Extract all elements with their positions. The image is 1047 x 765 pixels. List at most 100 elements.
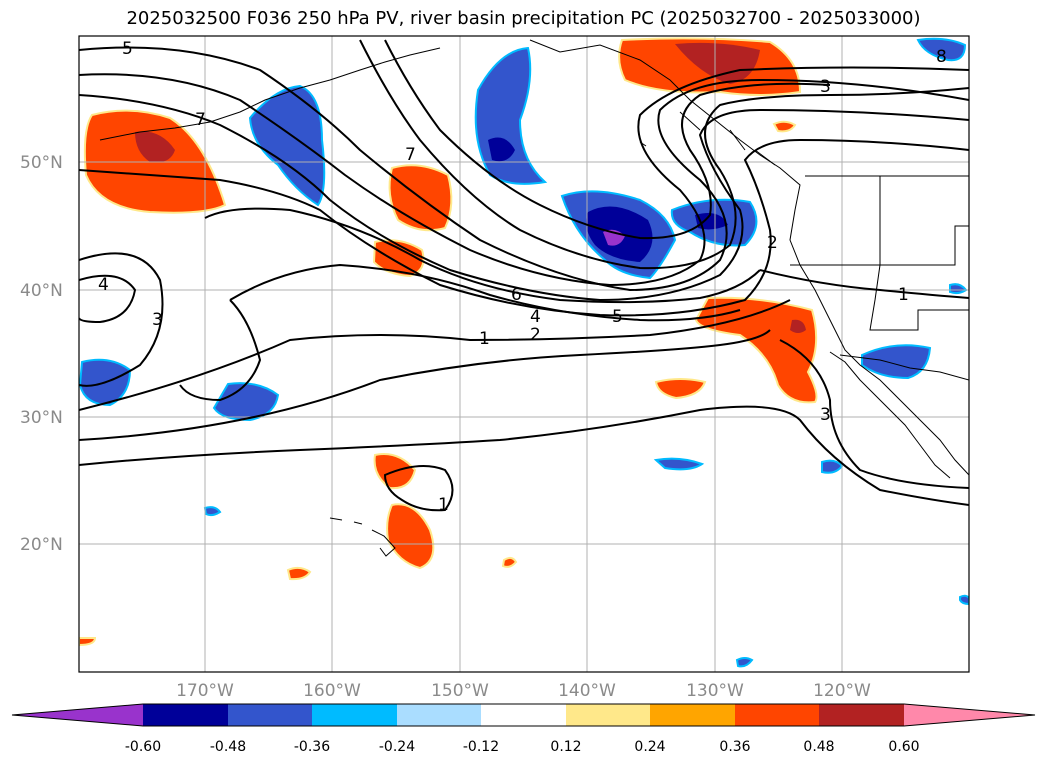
contour-label: 3 (152, 310, 163, 330)
map-background (79, 36, 969, 672)
coast-misc-islands (639, 111, 776, 166)
coast-alaska-south (529, 39, 969, 476)
border-us-mexico (839, 354, 969, 381)
precip-blob-small-127w-52n (772, 120, 797, 133)
contour-label: 7 (195, 110, 206, 130)
pv-contour-mid-loop-2 (229, 263, 741, 322)
precip-blob-hawaii (386, 503, 435, 570)
precip-neg-small-6 (959, 594, 969, 606)
precip-blob-138w-33n (654, 378, 707, 400)
precip-neg-130w-47n-core (695, 212, 728, 230)
colorbar-segment (143, 704, 228, 726)
contour-label: 1 (898, 285, 909, 305)
graticule (79, 36, 969, 672)
contour-label: 3 (820, 77, 831, 97)
lat-label-50n: 50°N (20, 153, 63, 173)
colorbar-extend-min (12, 704, 143, 726)
border-states-3 (869, 264, 969, 331)
pv-contours (79, 39, 969, 512)
precip-neg-baja (861, 344, 932, 380)
contour-label: 4 (98, 275, 109, 295)
precip-neg-bering (248, 84, 326, 207)
precip-neg-165w-31n (212, 382, 280, 422)
colorbar-label: -0.12 (463, 739, 499, 755)
contour-label: 3 (820, 405, 831, 425)
colorbar-label: 0.60 (888, 739, 919, 755)
precip-blob-california (694, 296, 818, 404)
colorbar-extend-max (904, 704, 1035, 726)
contour-label: 2 (767, 233, 778, 253)
colorbar-outline (11, 703, 1036, 727)
coast-baja (829, 351, 951, 479)
pv-contour-ridge-1 (79, 46, 969, 292)
pv-contour-3-west (79, 252, 164, 387)
lon-label-130w: 130°W (686, 681, 744, 701)
colorbar-label: -0.24 (379, 739, 415, 755)
lon-label-140w: 140°W (558, 681, 616, 701)
lon-label-150w: 150°W (431, 681, 489, 701)
lat-label-20n: 20°N (20, 535, 63, 555)
map-content: 5 7 4 3 7 6 4 5 2 1 2 1 3 1 3 8 (79, 36, 969, 672)
colorbar-label: 0.24 (634, 739, 665, 755)
precip-blob-alaska-core (675, 42, 760, 84)
colorbar-label: 0.48 (803, 739, 834, 755)
precip-neg-small-3 (203, 506, 222, 517)
lon-label-120w: 120°W (813, 681, 871, 701)
latitude-labels: 50°N 40°N 30°N 20°N (20, 153, 63, 555)
contour-label: 8 (936, 47, 947, 67)
colorbar-label: -0.48 (210, 739, 246, 755)
contour-label: 1 (479, 329, 490, 349)
colorbar-segment (312, 704, 397, 726)
precip-neg-small-4 (735, 657, 754, 668)
pv-contour-mid-loop (204, 207, 761, 304)
pv-contour-hawaii-loop (383, 465, 454, 512)
contour-label: 5 (612, 307, 623, 327)
pv-contour-3-east (779, 339, 969, 489)
lon-label-170w: 170°W (176, 681, 234, 701)
colorbar-label: 0.12 (550, 739, 581, 755)
pv-contour-1-mid (79, 329, 771, 441)
map-frame (78, 35, 970, 673)
colorbar-label: 0.36 (719, 739, 750, 755)
pv-contour-ridge-4 (79, 138, 969, 317)
pv-contour-ridge-5 (359, 39, 969, 270)
colorbar (11, 703, 1036, 727)
colorbar-labels: -0.60 -0.48 -0.36 -0.24 -0.12 0.12 0.24 … (125, 739, 920, 755)
contour-label: 1 (438, 495, 449, 515)
lon-label-160w: 160°W (303, 681, 361, 701)
pv-contour-ridge-2 (79, 66, 969, 287)
precip-blob-small-146w (501, 556, 518, 568)
longitude-labels: 170°W 160°W 150°W 140°W 130°W 120°W (176, 681, 871, 701)
colorbar-label: -0.60 (125, 739, 161, 755)
pv-contour-ridge-6 (384, 39, 831, 240)
contour-label: 4 (530, 307, 541, 327)
precip-neg-small-1 (653, 457, 705, 471)
pv-contour-2 (79, 299, 791, 411)
pv-contour-ridge-3 (79, 94, 969, 302)
colorbar-segment (819, 704, 904, 726)
colorbar-segment (397, 704, 481, 726)
coastlines (99, 39, 969, 557)
figure-title: 2025032500 F036 250 hPa PV, river basin … (126, 8, 921, 29)
precip-neg-alaska-ne (916, 37, 967, 62)
border-states-2 (790, 225, 969, 266)
contour-label: 5 (122, 39, 133, 59)
colorbar-segment (735, 704, 819, 726)
colorbar-segment (566, 704, 650, 726)
contour-labels: 5 7 4 3 7 6 4 5 2 1 2 1 3 1 3 8 (98, 39, 947, 515)
lat-label-30n: 30°N (20, 408, 63, 428)
contour-label: 2 (530, 325, 541, 345)
precip-blob-west-50n-core (135, 131, 175, 163)
contour-label: 6 (511, 285, 522, 305)
contour-label: 7 (405, 145, 416, 165)
lat-label-40n: 40°N (20, 281, 63, 301)
colorbar-segment (228, 704, 312, 726)
coast-hawaii-1 (329, 517, 396, 557)
pv-contour-4-west (79, 274, 137, 324)
pv-contour-1-south (79, 405, 969, 506)
pv-contour-loop-west (179, 299, 262, 402)
precip-blob-california-core (790, 319, 806, 333)
pv-contour-1-east (759, 269, 969, 299)
colorbar-segment (481, 704, 566, 726)
